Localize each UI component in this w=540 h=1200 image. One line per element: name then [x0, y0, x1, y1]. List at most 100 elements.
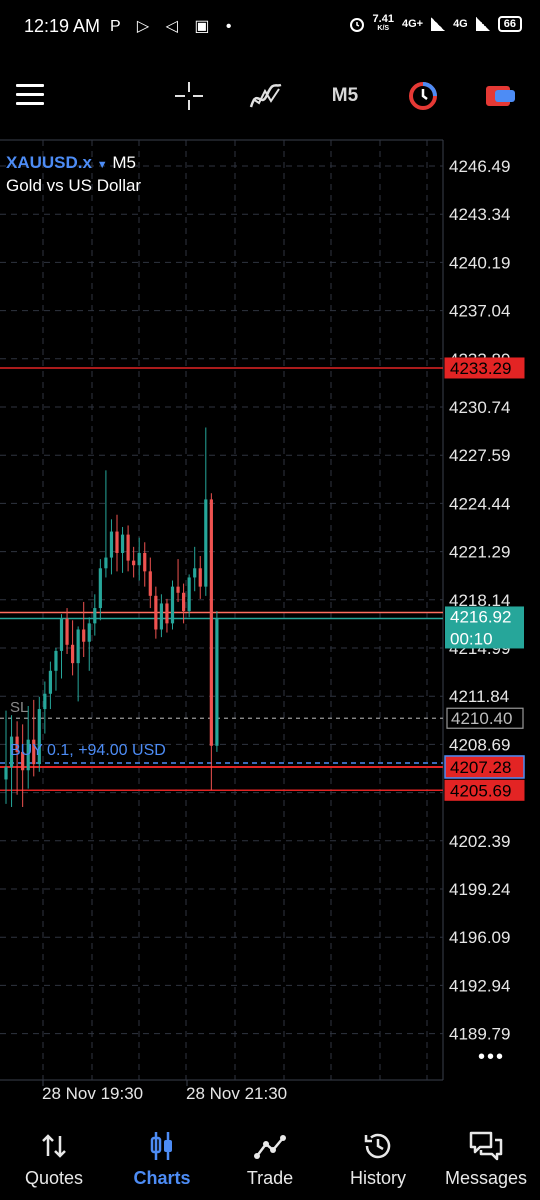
history-icon	[362, 1128, 394, 1164]
entry-price-text: 4207.28	[450, 758, 511, 777]
candle	[93, 594, 97, 636]
indicators-button[interactable]	[248, 80, 284, 112]
candle-body	[87, 623, 91, 642]
candle	[54, 647, 58, 691]
candle	[193, 546, 197, 592]
candle-body	[187, 577, 191, 612]
candle-body	[170, 586, 175, 624]
nav-label-charts: Charts	[133, 1168, 191, 1188]
nav-label-history: History	[349, 1168, 406, 1188]
timeframe-button[interactable]: M5	[331, 85, 359, 106]
candle-body	[165, 603, 169, 624]
tp-price-tag-text: 4233.29	[450, 359, 511, 378]
network-type-2: 4G	[453, 18, 468, 30]
price-axis-label: 4189.79	[449, 1025, 510, 1044]
low-price-tag-bg	[444, 779, 525, 801]
nav-messages[interactable]: Messages	[432, 1118, 540, 1200]
tp-price-tag: 4233.29	[444, 357, 525, 379]
candle-body	[132, 560, 136, 566]
one-click-trading-button[interactable]	[406, 80, 440, 112]
sl-price-tag: 4210.40	[446, 707, 524, 729]
candle-body	[21, 751, 25, 771]
current-price-text: 4216.92	[450, 607, 511, 626]
candle	[82, 601, 86, 658]
symbol-description: Gold vs US Dollar	[6, 176, 142, 195]
candle-body	[37, 709, 41, 765]
candle-body	[9, 736, 14, 768]
price-axis-label: 4243.34	[449, 205, 510, 224]
candle	[176, 559, 180, 602]
chart-timeframe: M5	[112, 153, 136, 172]
sl-price-text: 4210.40	[451, 709, 512, 728]
battery-icon: 66	[497, 16, 522, 32]
indicators-icon	[249, 83, 282, 108]
candle-body	[204, 499, 208, 587]
price-chart[interactable]: 4246.494243.344240.194237.044233.894230.…	[0, 0, 540, 1120]
sl-price-bg	[446, 707, 524, 729]
candle	[120, 526, 125, 573]
candle-body	[215, 618, 219, 746]
candle-body	[4, 767, 8, 780]
candle-body	[76, 629, 80, 664]
candle	[109, 519, 114, 575]
chart-grid	[0, 139, 444, 1086]
price-axis-label: 4202.39	[449, 832, 510, 851]
nav-label-messages: Messages	[444, 1168, 528, 1188]
candle-body	[71, 644, 75, 664]
candle-body	[59, 618, 64, 651]
candle-body	[143, 552, 147, 572]
candle	[182, 583, 186, 624]
candle-body	[104, 557, 108, 569]
candle	[98, 559, 102, 621]
nav-history[interactable]: History	[324, 1118, 432, 1200]
price-axis-label: 4208.69	[449, 735, 510, 754]
price-axis-label: 4237.04	[449, 302, 510, 321]
candle	[32, 699, 36, 777]
time-axis-label: 28 Nov 19:30	[42, 1084, 143, 1103]
nav-label-trade: Trade	[246, 1168, 294, 1188]
candle	[137, 537, 141, 581]
candle-body	[93, 608, 97, 624]
crosshair-button[interactable]	[172, 80, 206, 112]
charts-icon	[148, 1128, 176, 1164]
notification-icons: P ▷ ◁ ▣ •	[110, 18, 238, 35]
candle-body	[198, 568, 202, 587]
trade-panel-button[interactable]	[484, 80, 518, 112]
time-axis-label: 28 Nov 21:30	[186, 1084, 287, 1103]
candle	[15, 721, 19, 795]
candle	[9, 715, 14, 807]
candle	[26, 705, 30, 789]
candle-body	[176, 586, 180, 593]
nav-label-quotes: Quotes	[24, 1168, 84, 1188]
chart-symbol-header[interactable]: XAUUSD.x ▼ M5	[6, 153, 136, 173]
candle	[132, 546, 136, 578]
status-right: 7.41 K/S 4G+ 4G 66	[349, 14, 522, 34]
low-price-tag-text: 4205.69	[450, 781, 511, 800]
candle-body	[159, 603, 163, 630]
nav-trade[interactable]: Trade	[216, 1118, 324, 1200]
candle	[65, 608, 69, 654]
trade-panel-icon	[486, 86, 515, 106]
sl-label: SL	[10, 699, 28, 716]
candle	[170, 580, 175, 630]
candle	[59, 614, 64, 679]
net-speed-value: 7.41	[372, 13, 394, 25]
more-options-icon[interactable]: •••	[478, 1046, 506, 1068]
nav-charts[interactable]: Charts	[108, 1118, 216, 1200]
candle-body	[65, 618, 69, 645]
candle	[209, 493, 213, 791]
candle	[126, 525, 130, 572]
net-speed: 7.41 K/S	[373, 14, 394, 34]
candle-body	[120, 534, 125, 553]
net-speed-unit: K/S	[377, 25, 390, 32]
quotes-icon	[40, 1128, 68, 1164]
symbol-name[interactable]: XAUUSD.x	[6, 153, 92, 172]
symbol-dropdown-icon[interactable]: ▼	[96, 159, 108, 171]
menu-button[interactable]	[16, 84, 44, 106]
candle	[165, 598, 169, 633]
alarm-icon	[349, 18, 364, 32]
candle	[215, 611, 219, 752]
nav-quotes[interactable]: Quotes	[0, 1118, 108, 1200]
candle	[48, 661, 52, 710]
trade-icon	[254, 1128, 286, 1164]
